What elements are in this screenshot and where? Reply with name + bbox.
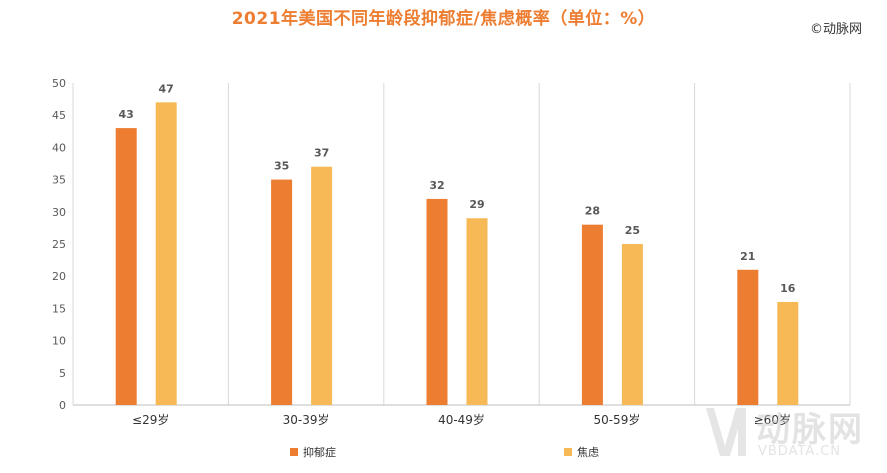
y-tick-label: 30	[52, 206, 66, 219]
y-tick-label: 5	[59, 367, 66, 380]
legend-swatch	[564, 448, 572, 456]
data-label: 32	[429, 179, 444, 192]
x-tick-label: ≥60岁	[754, 412, 791, 427]
legend-swatch	[290, 448, 298, 456]
y-tick-label: 10	[52, 335, 66, 348]
legend-label: 抑郁症	[303, 445, 336, 459]
x-tick-label: 40-49岁	[438, 412, 485, 427]
bar-depression	[426, 198, 448, 405]
data-label: 16	[780, 282, 796, 295]
data-label: 25	[625, 224, 640, 237]
watermark-logo-icon	[706, 408, 746, 456]
y-tick-label: 25	[52, 238, 66, 251]
watermark-cn: 动脉网	[756, 410, 864, 450]
y-tick-label: 35	[52, 174, 66, 187]
y-tick-label: 15	[52, 302, 66, 315]
bar-anxiety	[311, 166, 333, 405]
bar-anxiety	[777, 301, 799, 405]
data-label: 43	[119, 108, 134, 121]
data-label: 37	[314, 147, 329, 160]
y-tick-label: 50	[52, 77, 66, 90]
bar-anxiety	[621, 244, 643, 405]
source-name: 动脉网	[823, 22, 863, 37]
legend-label: 焦虑	[577, 446, 599, 459]
watermark: 动脉网 VBDATA.CN	[700, 400, 875, 466]
bar-depression	[115, 128, 137, 405]
bar-depression	[737, 269, 759, 405]
data-label: 35	[274, 160, 289, 173]
x-tick-label: ≤29岁	[132, 412, 169, 427]
data-label: 28	[585, 205, 600, 218]
bar-anxiety	[155, 102, 177, 405]
copyright-icon: ©	[810, 22, 823, 37]
x-tick-label: 30-39岁	[283, 412, 330, 427]
data-label: 29	[469, 198, 484, 211]
bar-depression	[271, 179, 293, 405]
x-tick-label: 50-59岁	[593, 412, 640, 427]
y-tick-label: 45	[52, 109, 66, 122]
source-label: ©动脉网	[810, 18, 862, 37]
bar-depression	[581, 224, 603, 405]
y-tick-label: 20	[52, 270, 66, 283]
y-tick-label: 0	[59, 399, 66, 412]
data-label: 47	[159, 82, 174, 95]
bar-anxiety	[466, 218, 488, 405]
watermark-en: VBDATA.CN	[758, 444, 842, 459]
chart-title: 2021年美国不同年龄段抑郁症/焦虑概率（单位：%）	[231, 9, 656, 29]
y-tick-label: 40	[52, 141, 66, 154]
data-label: 21	[740, 250, 755, 263]
